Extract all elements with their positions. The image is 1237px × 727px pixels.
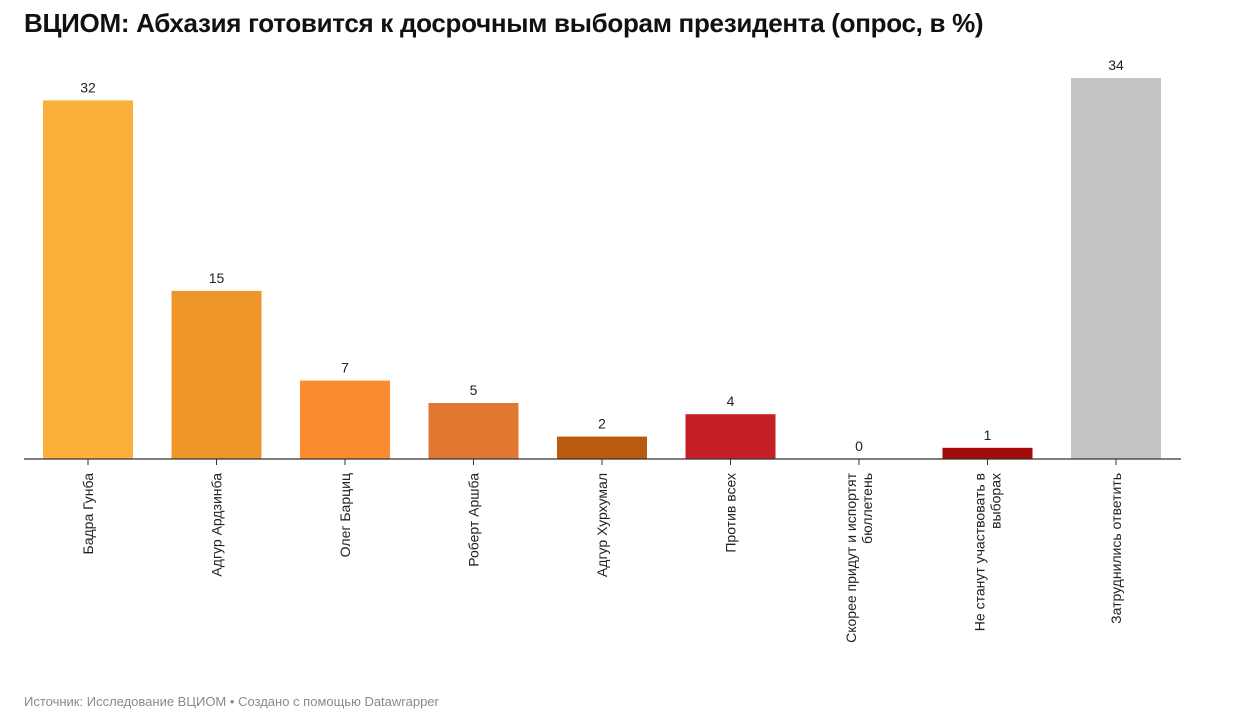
x-category-label: Затруднились ответить xyxy=(1108,473,1124,624)
bar xyxy=(43,100,133,460)
x-category-label-line: Против всех xyxy=(723,473,739,553)
bar-chart: 32 15 7 5 2 4 0 1 34 Бадра Гунба Адгур Ардзинба Ол… xyxy=(24,57,1181,643)
x-category-label: Адгур Хурхумал xyxy=(594,473,610,577)
x-category-label-line: Скорее придут и испортят xyxy=(843,472,859,642)
bar-value-label: 5 xyxy=(470,382,478,398)
x-tick-marks-group xyxy=(87,459,1117,465)
footer-separator: • xyxy=(229,694,235,709)
bar xyxy=(942,447,1033,459)
bars-group xyxy=(43,78,1161,460)
footer-credit: Создано с помощью Datawrapper xyxy=(238,694,439,709)
bar xyxy=(685,414,776,459)
bar-value-label: 32 xyxy=(80,79,96,95)
bar-value-label: 34 xyxy=(1108,57,1124,73)
bar xyxy=(428,403,519,459)
bar xyxy=(557,436,647,459)
x-category-label: Скорее придут и испортятбюллетень xyxy=(843,472,875,642)
x-category-label: Не станут участвовать ввыборах xyxy=(972,473,1004,631)
footer-source: Источник: Исследование ВЦИОМ xyxy=(24,694,227,709)
x-category-label-line: Бадра Гунба xyxy=(80,473,96,555)
x-category-label-line: Не станут участвовать в xyxy=(972,473,988,631)
x-category-label: Роберт Аршба xyxy=(466,473,482,567)
bar-value-label: 0 xyxy=(855,438,863,454)
bar xyxy=(300,380,390,459)
x-category-label-line: бюллетень xyxy=(859,473,875,544)
chart-title: ВЦИОМ: Абхазия готовится к досрочным выб… xyxy=(24,8,984,38)
category-labels-group: Бадра Гунба Адгур Ардзинба Олег Барциц Робе… xyxy=(80,472,1124,642)
x-category-label-line: Адгур Ардзинба xyxy=(209,473,225,577)
x-category-label-line: Олег Барциц xyxy=(337,473,353,557)
bar xyxy=(171,290,262,459)
x-category-label-line: Роберт Аршба xyxy=(466,473,482,567)
chart-footer: Источник: Исследование ВЦИОМ • Создано с… xyxy=(24,694,439,709)
bar-value-label: 4 xyxy=(727,393,735,409)
bar-value-label: 2 xyxy=(598,416,606,432)
x-category-label-line: Адгур Хурхумал xyxy=(594,473,610,577)
bar-value-label: 1 xyxy=(984,427,992,443)
x-category-label-line: выборах xyxy=(988,473,1004,529)
x-category-label: Адгур Ардзинба xyxy=(209,473,225,577)
bar-value-label: 15 xyxy=(209,270,225,286)
x-category-label: Бадра Гунба xyxy=(80,473,96,555)
bar xyxy=(1071,78,1161,459)
x-category-label: Олег Барциц xyxy=(337,473,353,557)
value-labels-group: 32 15 7 5 2 4 0 1 34 xyxy=(80,57,1124,454)
x-category-label-line: Затруднились ответить xyxy=(1108,473,1124,624)
bar-value-label: 7 xyxy=(341,360,349,376)
x-category-label: Против всех xyxy=(723,473,739,553)
